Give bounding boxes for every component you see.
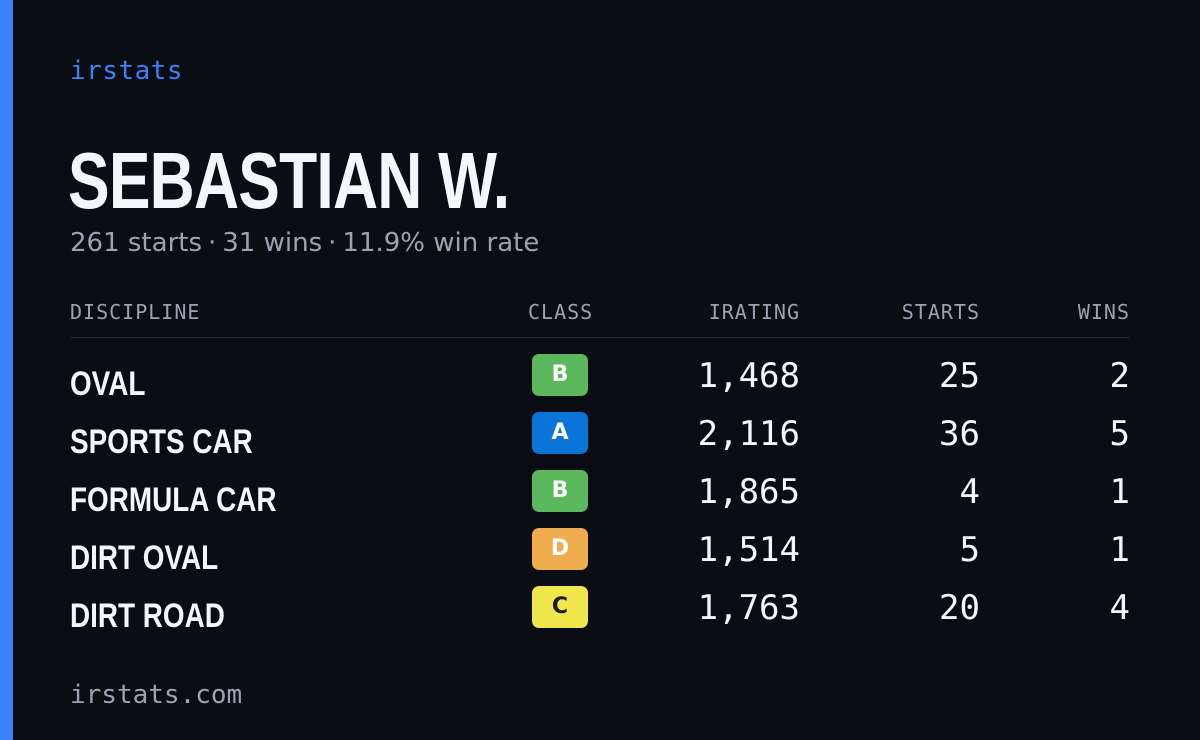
discipline-name: FORMULA CAR — [70, 481, 277, 519]
separator: · — [328, 228, 337, 258]
class-badge: B — [532, 470, 588, 512]
irating-value: 1,763 — [697, 588, 800, 628]
table-row: DIRT ROAD C 1,763 20 4 — [70, 584, 1130, 642]
win-rate: 11.9% win rate — [342, 228, 540, 258]
wins-count: 31 wins — [222, 228, 323, 258]
discipline-name: SPORTS CAR — [70, 423, 253, 461]
stats-table: OVAL B 1,468 25 2 SPORTS CAR A 2,116 36 … — [70, 352, 1130, 642]
starts-count: 261 starts — [70, 228, 202, 258]
table-row: FORMULA CAR B 1,865 4 1 — [70, 468, 1130, 526]
discipline-name: OVAL — [70, 365, 146, 403]
wins-value: 1 — [1109, 530, 1130, 570]
header-class: CLASS — [528, 300, 594, 324]
discipline-name: DIRT OVAL — [70, 539, 219, 577]
brand-logo-text: irstats — [70, 56, 184, 86]
header-starts: STARTS — [901, 300, 980, 324]
wins-value: 2 — [1109, 356, 1130, 396]
starts-value: 25 — [939, 356, 980, 396]
starts-value: 20 — [939, 588, 980, 628]
starts-value: 5 — [959, 530, 980, 570]
separator: · — [208, 228, 217, 258]
irating-value: 2,116 — [697, 414, 800, 454]
irating-value: 1,865 — [697, 472, 800, 512]
class-badge: B — [532, 354, 588, 396]
class-badge: C — [532, 586, 588, 628]
starts-value: 4 — [959, 472, 980, 512]
irating-value: 1,468 — [697, 356, 800, 396]
discipline-name: DIRT ROAD — [70, 597, 225, 635]
header-irating: IRATING — [708, 300, 800, 324]
class-badge: D — [532, 528, 588, 570]
table-header: DISCIPLINE CLASS IRATING STARTS WINS — [70, 300, 1130, 338]
driver-summary: 261 starts · 31 wins · 11.9% win rate — [70, 228, 539, 258]
header-wins: WINS — [1077, 300, 1130, 324]
driver-name: SEBASTIAN W. — [68, 136, 510, 225]
irating-value: 1,514 — [697, 530, 800, 570]
table-row: OVAL B 1,468 25 2 — [70, 352, 1130, 410]
table-row: SPORTS CAR A 2,116 36 5 — [70, 410, 1130, 468]
footer-url: irstats.com — [70, 680, 243, 710]
wins-value: 5 — [1109, 414, 1130, 454]
class-badge: A — [532, 412, 588, 454]
starts-value: 36 — [939, 414, 980, 454]
header-discipline: DISCIPLINE — [70, 300, 201, 324]
wins-value: 1 — [1109, 472, 1130, 512]
table-row: DIRT OVAL D 1,514 5 1 — [70, 526, 1130, 584]
accent-bar — [0, 0, 13, 740]
wins-value: 4 — [1109, 588, 1130, 628]
